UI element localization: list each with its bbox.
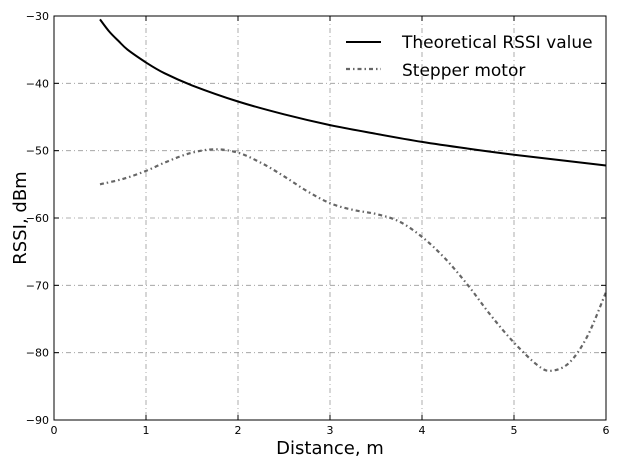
x-tick-label: 2 [235, 424, 242, 437]
legend-label-theoretical: Theoretical RSSI value [401, 33, 593, 53]
y-tick-label: −80 [26, 347, 49, 360]
x-axis-label: Distance, m [276, 438, 384, 459]
axis-tick-labels: 0 1 2 3 4 5 6 −90 −80 −70 −60 −50 −40 −30 [26, 10, 610, 437]
x-tick-label: 6 [603, 424, 610, 437]
legend-label-stepper: Stepper motor [402, 61, 525, 81]
grid-lines [54, 16, 606, 420]
x-tick-label: 5 [511, 424, 518, 437]
y-tick-label: −90 [26, 414, 49, 427]
y-tick-label: −30 [26, 10, 49, 23]
y-tick-label: −60 [26, 212, 49, 225]
series-stepper-motor-line [99, 148, 608, 372]
y-tick-label: −40 [26, 77, 49, 90]
y-tick-label: −50 [26, 145, 49, 158]
x-tick-label: 3 [327, 424, 334, 437]
series-layer [99, 18, 608, 372]
x-tick-label: 1 [143, 424, 150, 437]
legend: Theoretical RSSI value Stepper motor [346, 33, 593, 81]
y-tick-label: −70 [26, 279, 49, 292]
axis-ticks [53, 15, 607, 421]
x-tick-label: 4 [419, 424, 426, 437]
y-axis-label: RSSI, dBm [10, 171, 31, 264]
series-theoretical-rssi-line [99, 18, 607, 167]
x-tick-label: 0 [51, 424, 58, 437]
